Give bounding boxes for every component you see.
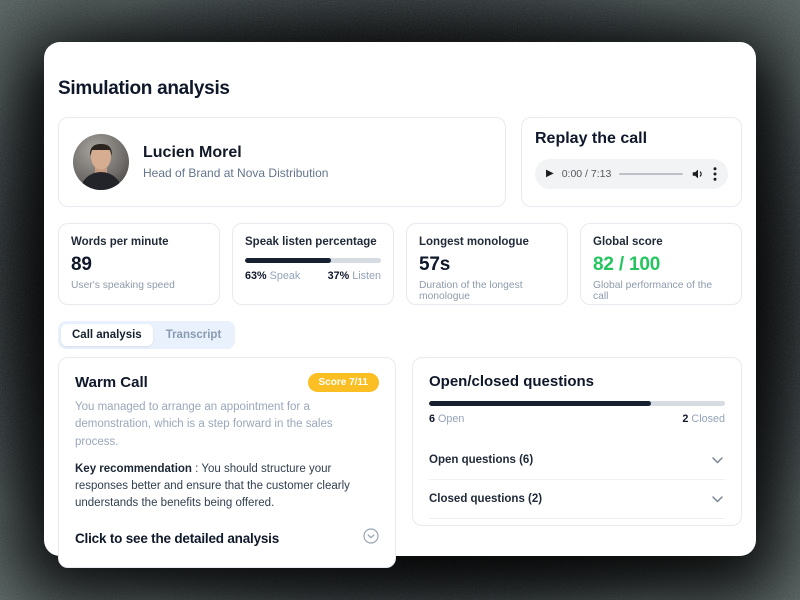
stat-label: Words per minute	[71, 236, 169, 248]
tab-transcript[interactable]: Transcript	[155, 324, 233, 346]
detailed-analysis-toggle[interactable]: Click to see the detailed analysis	[75, 527, 379, 549]
profile-name: Lucien Morel	[143, 144, 242, 161]
stat-card-longest-monologue: Longest monologue 57s Duration of the lo…	[406, 223, 568, 305]
closed-questions-row[interactable]: Closed questions (2)	[429, 480, 725, 519]
stat-card-speak-listen: Speak listen percentage 63% Speak 37% Li…	[232, 223, 394, 305]
play-icon[interactable]: ▶	[546, 168, 554, 179]
listen-word: Listen	[352, 270, 381, 282]
warm-call-recommendation: Key recommendation : You should structur…	[75, 462, 350, 510]
page-title: Simulation analysis	[58, 78, 230, 99]
avatar	[73, 134, 129, 190]
speak-word: Speak	[269, 270, 301, 282]
stat-caption: User's speaking speed	[71, 280, 175, 291]
open-closed-counts: 6 Open 2 Closed	[429, 413, 725, 425]
open-questions-label: Open questions (6)	[429, 454, 534, 466]
warm-call-header: Warm Call Score 7/11	[75, 373, 379, 392]
kebab-menu-icon[interactable]	[713, 167, 717, 181]
bottom-row: Warm Call Score 7/11 You managed to arra…	[58, 357, 742, 568]
tab-call-analysis[interactable]: Call analysis	[61, 324, 153, 346]
score-badge: Score 7/11	[307, 373, 379, 392]
open-count: 6	[429, 413, 436, 425]
audio-player[interactable]: ▶ 0:00 / 7:13	[535, 159, 728, 189]
stat-value: 89	[71, 254, 92, 275]
stat-card-words-per-minute: Words per minute 89 User's speaking spee…	[58, 223, 220, 305]
open-closed-questions-card: Open/closed questions 6 Open 2 Closed Op…	[412, 357, 742, 526]
warm-call-card: Warm Call Score 7/11 You managed to arra…	[58, 357, 396, 568]
chevron-down-circle-icon[interactable]	[363, 527, 379, 549]
closed-count: 2	[682, 413, 689, 425]
questions-rows: Open questions (6) Closed questions (2)	[429, 441, 725, 519]
profile-role: Head of Brand at Nova Distribution	[143, 166, 329, 180]
stat-value: 57s	[419, 254, 451, 275]
replay-title: Replay the call	[535, 130, 648, 147]
stat-card-global-score: Global score 82 / 100 Global performance…	[580, 223, 742, 305]
closed-questions-label: Closed questions (2)	[429, 493, 543, 505]
chevron-down-icon	[712, 490, 723, 508]
recommendation-label: Key recommendation	[75, 462, 192, 475]
open-closed-bar-fill	[429, 401, 651, 406]
speak-percent: 63%	[245, 270, 267, 282]
listen-percent: 37%	[327, 270, 350, 282]
speak-listen-ratio: 63% Speak 37% Listen	[245, 270, 381, 282]
profile-text: Lucien Morel Head of Brand at Nova Distr…	[143, 144, 328, 180]
chevron-down-icon	[712, 451, 723, 469]
stat-label: Speak listen percentage	[245, 236, 377, 248]
open-closed-bar	[429, 401, 725, 406]
speak-listen-bar-fill	[245, 258, 331, 263]
volume-icon[interactable]	[691, 167, 705, 181]
stat-caption: Duration of the longest monologue	[419, 280, 523, 302]
top-row: Lucien Morel Head of Brand at Nova Distr…	[58, 117, 742, 207]
avatar-portrait	[73, 134, 129, 190]
app-panel: Simulation analysis	[44, 42, 756, 568]
stats-row: Words per minute 89 User's speaking spee…	[58, 223, 742, 305]
warm-call-title: Warm Call	[75, 374, 148, 391]
profile-card: Lucien Morel Head of Brand at Nova Distr…	[58, 117, 506, 207]
stat-value-global-score: 82 / 100	[593, 254, 661, 275]
stat-label: Longest monologue	[419, 236, 529, 248]
audio-time: 0:00 / 7:13	[561, 168, 612, 180]
tab-bar: Call analysis Transcript	[58, 321, 236, 349]
stat-caption: Global performance of the call	[593, 280, 713, 302]
open-questions-row[interactable]: Open questions (6)	[429, 441, 725, 480]
replay-card: Replay the call ▶ 0:00 / 7:13	[521, 117, 742, 207]
detailed-analysis-label: Click to see the detailed analysis	[75, 530, 280, 546]
speak-listen-bar	[245, 258, 381, 263]
open-word: Open	[438, 413, 465, 425]
seek-bar[interactable]	[619, 173, 683, 175]
warm-call-summary: You managed to arrange an appointment fo…	[75, 401, 333, 448]
stat-label: Global score	[593, 236, 663, 248]
questions-title: Open/closed questions	[429, 373, 595, 390]
closed-word: Closed	[691, 413, 725, 425]
